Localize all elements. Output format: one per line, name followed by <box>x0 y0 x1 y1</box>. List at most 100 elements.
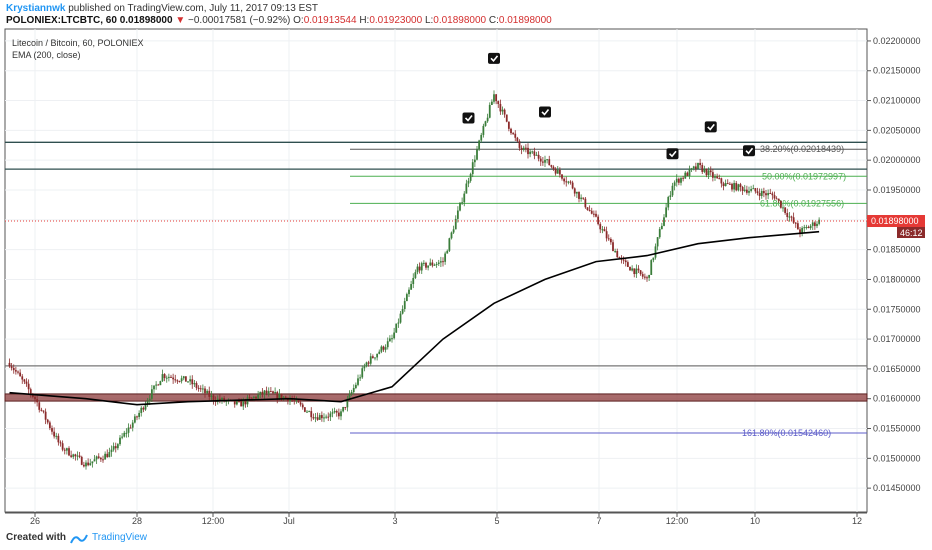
candle-body <box>208 390 211 397</box>
candle-body <box>261 391 264 395</box>
candle-body <box>694 166 697 169</box>
author-name[interactable]: Krystiannwk <box>6 3 66 14</box>
candle-body <box>805 226 808 228</box>
candle-body <box>663 217 665 226</box>
candle-body <box>490 101 493 105</box>
x-tick-label: 12:00 <box>202 516 225 526</box>
tradingview-brand[interactable]: TradingView <box>92 532 148 543</box>
checkmark-icon <box>704 121 717 133</box>
candle-body <box>503 109 506 115</box>
x-tick-label: 26 <box>30 516 40 526</box>
candle-body <box>240 401 243 407</box>
candle-body <box>529 151 532 155</box>
candle-body <box>108 452 111 458</box>
candle-body <box>792 217 795 223</box>
fib-level-label: 50.00%(0.01972997) <box>762 171 846 181</box>
candle-body <box>646 277 648 279</box>
candle-body <box>95 456 98 460</box>
candle-body <box>527 147 529 155</box>
candle-body <box>603 229 606 232</box>
candle-body <box>155 384 158 386</box>
candle-body <box>119 437 121 445</box>
candle-body <box>87 462 90 466</box>
candle-body <box>476 149 478 160</box>
candle-body <box>397 322 400 324</box>
chart-legend: Litecoin / Bitcoin, 60, POLONIEX EMA (20… <box>12 37 144 61</box>
candle-body <box>635 268 638 275</box>
candle-body <box>720 178 723 184</box>
candle-body <box>788 216 791 218</box>
candle-body <box>799 229 801 234</box>
candle-body <box>123 432 126 437</box>
candle-body <box>510 128 512 134</box>
candle-body <box>391 338 393 340</box>
candle-body <box>278 393 281 399</box>
candle-body <box>367 362 370 364</box>
candle-body <box>807 226 810 229</box>
candle-body <box>127 427 130 433</box>
candle-body <box>180 378 183 382</box>
candle-body <box>724 183 727 187</box>
high-value: 0.01923000 <box>369 15 423 26</box>
candle-body <box>584 198 587 208</box>
candle-body <box>195 383 198 388</box>
candle-body <box>478 140 481 150</box>
candle-body <box>182 376 185 379</box>
candle-body <box>539 158 542 162</box>
candle-body <box>76 455 79 457</box>
candle-body <box>416 266 419 273</box>
candle-body <box>654 246 657 258</box>
candle-body <box>44 411 47 420</box>
candle-body <box>482 125 485 135</box>
candle-body <box>541 161 544 163</box>
y-tick-label: 0.02150000 <box>873 66 921 76</box>
candle-body <box>34 396 36 400</box>
candle-body <box>803 227 806 229</box>
candle-body <box>796 223 799 230</box>
candle-body <box>59 442 62 444</box>
candle-body <box>363 366 366 369</box>
price-chart[interactable]: 0.02200000 0.02150000 0.02100000 0.02050000… <box>0 0 932 528</box>
candle-body <box>301 404 304 408</box>
candle-body <box>535 154 538 156</box>
candle-body <box>295 399 298 401</box>
candle-body <box>809 225 812 229</box>
candle-body <box>707 170 710 176</box>
candle-body <box>255 396 257 399</box>
candle-body <box>46 419 49 423</box>
checkmark-tick <box>745 147 754 155</box>
candle-body <box>599 224 602 230</box>
candle-body <box>484 121 487 126</box>
candle-body <box>690 168 693 170</box>
y-tick-label: 0.01950000 <box>873 185 921 195</box>
candle-body <box>318 415 321 420</box>
candle-body <box>622 259 625 261</box>
current-price: 0.01898000 <box>119 15 173 26</box>
candle-body <box>29 389 32 394</box>
candle-body <box>129 427 132 429</box>
candle-body <box>14 370 17 372</box>
candle-body <box>512 133 515 135</box>
candle-body <box>626 262 629 267</box>
candle-body <box>344 407 347 409</box>
candle-body <box>293 400 296 402</box>
down-arrow-icon: ▼ <box>175 15 186 26</box>
candle-body <box>711 172 714 178</box>
candle-body <box>758 193 761 196</box>
candle-body <box>274 392 277 394</box>
y-tick-label: 0.01800000 <box>873 274 921 284</box>
last-price-tag <box>867 215 925 228</box>
candle-body <box>692 166 695 169</box>
candle-body <box>465 183 468 194</box>
candle-body <box>102 459 104 461</box>
publish-line: Krystiannwk published on TradingView.com… <box>6 3 318 14</box>
candle-body <box>550 165 553 167</box>
candle-body <box>629 266 631 271</box>
candle-body <box>257 394 260 399</box>
candle-body <box>221 398 223 401</box>
candle-body <box>765 193 767 196</box>
candle-body <box>582 197 585 199</box>
candle-body <box>801 227 804 234</box>
x-tick-label: Jul <box>283 516 295 526</box>
candle-body <box>813 222 816 227</box>
